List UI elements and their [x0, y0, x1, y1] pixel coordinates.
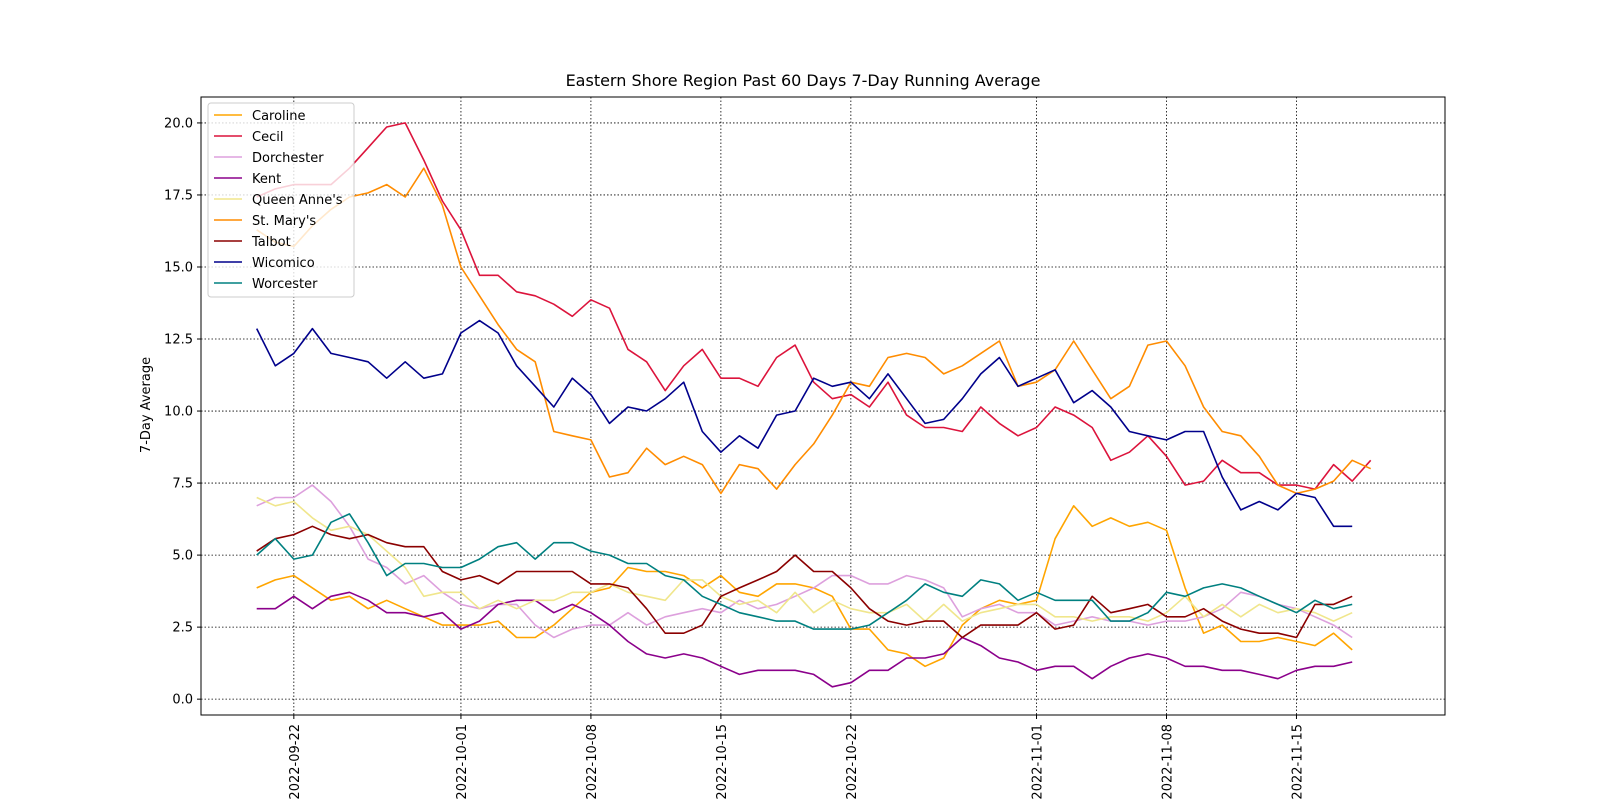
legend-label-queen-anne-s: Queen Anne's [252, 193, 343, 208]
series-line-caroline [256, 504, 1353, 668]
y-tick-label: 17.5 [164, 188, 193, 203]
series-line-dorchester [256, 484, 1353, 639]
x-tick-label: 2022-09-22 [288, 724, 303, 800]
series-line-cecil [256, 122, 1372, 490]
legend-label-wicomico: Wicomico [252, 256, 315, 271]
x-tick-label: 2022-10-15 [715, 724, 730, 800]
legend-label-dorchester: Dorchester [252, 151, 324, 166]
chart-title: Eastern Shore Region Past 60 Days 7-Day … [566, 71, 1041, 90]
series-layer [255, 122, 1372, 688]
x-tick-label: 2022-10-22 [845, 724, 860, 800]
series-line-wicomico [255, 319, 1353, 528]
axis-layer: 0.0 2.5 5.0 7.5 10.0 12.5 15.0 17.5 20.0 2022-09-… [164, 116, 1305, 799]
series-line-queen-anne-s [256, 496, 1353, 622]
y-tick-label: 20.0 [164, 116, 193, 131]
x-tick-label: 2022-11-08 [1160, 724, 1175, 800]
legend: Caroline Cecil Dorchester Kent Queen Anne's S… [207, 102, 355, 298]
legend-label-cecil: Cecil [252, 130, 283, 145]
legend-label-talbot: Talbot [251, 235, 291, 250]
y-tick-label: 15.0 [164, 260, 193, 275]
y-axis-label: 7-Day Average [139, 357, 154, 453]
x-tick-label: 2022-10-01 [455, 724, 470, 800]
y-tick-label: 7.5 [172, 477, 193, 492]
x-tick-label: 2022-11-01 [1031, 724, 1046, 800]
y-tick-label: 0.0 [172, 693, 193, 708]
series-line-worcester [256, 513, 1353, 630]
legend-label-worcester: Worcester [252, 277, 318, 292]
y-tick-label: 2.5 [172, 621, 193, 636]
plot-frame [200, 96, 1446, 716]
x-tick-label: 2022-10-08 [585, 724, 600, 800]
y-tick-label: 10.0 [164, 405, 193, 420]
series-line-st-mary-s [256, 167, 1372, 495]
x-tick-label: 2022-11-15 [1290, 724, 1305, 800]
y-tick-label: 5.0 [172, 549, 193, 564]
y-tick-label: 12.5 [164, 333, 193, 348]
series-line-kent [256, 591, 1353, 688]
legend-label-st-mary-s: St. Mary's [252, 214, 316, 229]
legend-label-kent: Kent [252, 172, 281, 187]
grid-layer [201, 97, 1445, 715]
legend-box [207, 102, 355, 298]
legend-label-caroline: Caroline [252, 109, 306, 124]
